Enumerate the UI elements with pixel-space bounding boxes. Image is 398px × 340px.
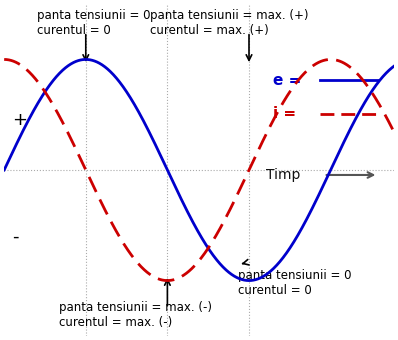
- Text: panta tensiunii = max. (-)
curentul = max. (-): panta tensiunii = max. (-) curentul = ma…: [59, 301, 212, 329]
- Text: i =: i =: [273, 106, 296, 121]
- Text: panta tensiunii = 0
curentul = 0: panta tensiunii = 0 curentul = 0: [37, 9, 151, 37]
- Text: panta tensiunii = 0
curentul = 0: panta tensiunii = 0 curentul = 0: [238, 270, 351, 298]
- Text: +: +: [12, 111, 27, 129]
- Text: -: -: [12, 227, 18, 245]
- Text: Timp: Timp: [266, 168, 300, 182]
- Text: panta tensiunii = max. (+)
curentul = max. (+): panta tensiunii = max. (+) curentul = ma…: [150, 9, 309, 37]
- Text: e =: e =: [273, 73, 301, 88]
